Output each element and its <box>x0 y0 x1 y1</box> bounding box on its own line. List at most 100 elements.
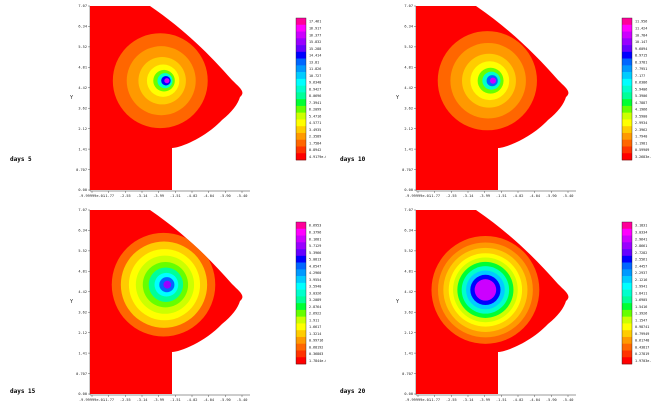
colorbar-tick-label: 6.6386 <box>635 81 647 85</box>
colorbar-swatch <box>622 153 632 161</box>
colorbar-swatch <box>296 58 306 66</box>
colorbar-tick-label: 5.7129 <box>309 244 321 248</box>
colorbar-tick-label: 0.68192 <box>309 345 323 349</box>
colorbar-swatch <box>296 99 306 107</box>
colorbar-swatch <box>622 92 632 100</box>
x-tick-label: -5.40 <box>563 398 574 402</box>
colorbar-tick-label: 0.79949 <box>635 332 649 336</box>
contour-ring <box>474 279 497 301</box>
x-tick-label: -4.04 <box>203 398 214 402</box>
y-tick-label: 5.52 <box>78 45 87 49</box>
colorbar-swatch <box>296 51 306 59</box>
y-tick-label: 1.41 <box>78 147 87 151</box>
colorbar-swatch <box>296 146 306 154</box>
colorbar-swatch <box>296 222 306 230</box>
colorbar-swatch <box>622 242 632 250</box>
contour-ring <box>163 280 172 289</box>
colorbar-swatch <box>622 249 632 257</box>
colorbar-swatch <box>622 18 632 26</box>
colorbar-swatch <box>296 255 306 263</box>
colorbar-swatch <box>296 65 306 73</box>
colorbar-tick-label: 3.4935 <box>309 128 321 132</box>
x-tick-label: -5.40 <box>237 398 248 402</box>
y-tick-label: 0.00 <box>78 392 87 396</box>
colorbar-tick-label: 0.59909 <box>635 148 649 152</box>
colorbar-tick-label: 8.9427 <box>309 87 321 91</box>
colorbar-tick-label: 11.956 <box>635 20 647 24</box>
x-tick-label: -9.99999e-01 <box>405 194 431 198</box>
colorbar-swatch <box>622 262 632 270</box>
colorbar-swatch <box>296 92 306 100</box>
colorbar-swatch <box>622 139 632 147</box>
colorbar-swatch <box>296 228 306 236</box>
y-axis-label: Y <box>396 95 399 101</box>
colorbar-swatch <box>622 235 632 243</box>
colorbar-swatch <box>296 45 306 53</box>
x-tick-label: -5.90 <box>220 194 231 198</box>
colorbar-swatch <box>296 343 306 351</box>
colorbar-swatch <box>622 65 632 73</box>
colorbar-tick-label: 3.5940 <box>309 285 321 289</box>
colorbar-swatch <box>622 336 632 345</box>
y-tick-label: 6.34 <box>404 229 413 233</box>
x-tick-label: -2.55 <box>446 398 457 402</box>
x-tick-label: -2.55 <box>446 194 457 198</box>
colorbar-tick-label: 1.1547 <box>635 318 647 322</box>
x-tick-label: -1.77 <box>103 398 114 402</box>
colorbar-tick-label: 10.727 <box>309 74 321 78</box>
colorbar-swatch <box>622 357 632 365</box>
colorbar-swatch <box>622 99 632 107</box>
colorbar-tick-label: 1.7844e-014 <box>309 359 326 363</box>
colorbar-swatch <box>622 316 632 324</box>
x-tick-label: -1.77 <box>429 194 440 198</box>
colorbar-tick-label: 5.4716 <box>309 114 321 118</box>
colorbar-swatch <box>622 309 632 317</box>
y-tick-label: 1.41 <box>78 351 87 355</box>
y-tick-label: 0.707 <box>76 168 87 172</box>
y-tick-label: 5.52 <box>404 45 413 49</box>
colorbar-swatch <box>622 282 632 290</box>
y-tick-label: 5.52 <box>404 249 413 253</box>
colorbar-tick-label: 11.424 <box>635 27 647 31</box>
y-tick-label: 5.52 <box>78 249 87 253</box>
x-tick-label: -2.55 <box>120 194 131 198</box>
colorbar-tick-label: 4.9179e-005 <box>309 155 326 159</box>
heatmap-svg: 7.07 6.34 5.52 4.81 4.42 3.62 2.12 1.41 0.707 0.0… <box>70 4 326 198</box>
y-tick-label: 4.81 <box>404 270 413 274</box>
colorbar-swatch <box>622 85 632 93</box>
colorbar-swatch <box>622 112 632 120</box>
colorbar-swatch <box>622 255 632 263</box>
colorbar-tick-label: 0.61748 <box>635 339 649 343</box>
colorbar-swatch <box>296 132 306 141</box>
y-tick-label: 7.07 <box>404 4 413 8</box>
heatmap-svg: 7.07 6.34 5.52 4.81 4.42 3.62 2.12 1.41 0.707 0.0… <box>396 4 651 198</box>
colorbar-tick-label: 2.3589 <box>309 135 321 139</box>
colorbar-tick-label: 8.3781 <box>635 60 647 64</box>
x-tick-label: -1.51 <box>496 194 507 198</box>
colorbar-swatch <box>622 72 632 80</box>
colorbar-tick-label: 2.8764 <box>309 305 321 309</box>
y-tick-label: 2.12 <box>404 331 413 335</box>
y-tick-label: 7.07 <box>404 208 413 212</box>
colorbar-swatch <box>296 316 306 324</box>
colorbar-tick-label: 16.377 <box>309 33 321 37</box>
colorbar-tick-label: 3.0334 <box>635 231 647 235</box>
x-tick-label: -3.99 <box>479 194 490 198</box>
colorbar-swatch <box>622 303 632 311</box>
colorbar-swatch <box>296 269 306 277</box>
colorbar-tick-label: 4.1966 <box>635 108 647 112</box>
y-tick-label: 0.707 <box>402 168 413 172</box>
colorbar-tick-label: 7.177 <box>635 74 645 78</box>
y-tick-label: 2.12 <box>78 331 87 335</box>
colorbar-frame <box>621 221 633 365</box>
y-tick-label: 3.62 <box>404 310 413 314</box>
colorbar-tick-label: 14.414 <box>309 54 321 58</box>
x-tick-label: -5.90 <box>220 398 231 402</box>
x-tick-label: -3.99 <box>479 398 490 402</box>
colorbar-swatch <box>296 24 306 32</box>
y-tick-label: 4.42 <box>78 86 87 90</box>
colorbar-tick-label: 4.5771 <box>309 121 321 125</box>
colorbar-swatch <box>296 350 306 358</box>
colorbar-swatch <box>622 296 632 304</box>
colorbar-swatch <box>622 276 632 284</box>
